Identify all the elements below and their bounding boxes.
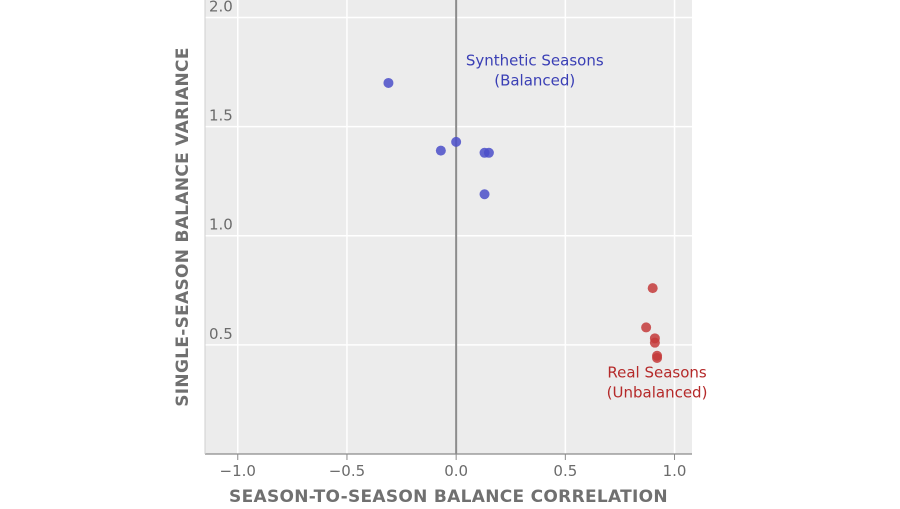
y-tick-label: 1.5 <box>209 107 233 125</box>
x-tick-label: 0.5 <box>553 462 577 480</box>
real-season-point <box>649 337 660 348</box>
plot-background <box>205 0 692 454</box>
real-season-point <box>647 283 658 294</box>
synthetic-season-point <box>435 145 446 156</box>
synthetic-season-point <box>479 189 490 200</box>
real-season-point <box>652 352 663 363</box>
y-tick-label: 0.5 <box>209 325 233 343</box>
annotations: Synthetic Seasons (Balanced) Real Seasons (… <box>466 51 708 401</box>
x-tick-label: −1.0 <box>220 462 256 480</box>
x-tick-label: 1.0 <box>663 462 687 480</box>
axes: −1.0 −0.5 0.0 0.5 1.0 0.5 1.0 1.5 2.0 <box>204 0 692 480</box>
real-season-point <box>641 322 652 333</box>
synthetic-season-point <box>483 147 494 158</box>
x-tick-label: 0.0 <box>444 462 468 480</box>
synthetic-season-point <box>451 136 462 147</box>
y-tick-label: 1.0 <box>209 216 233 234</box>
x-axis-title: SEASON-TO-SEASON BALANCE CORRELATION <box>229 487 668 507</box>
x-tick-label: −0.5 <box>329 462 365 480</box>
data-points <box>383 77 663 363</box>
annotation-line: (Unbalanced) <box>607 384 708 402</box>
y-axis-title: SINGLE-SEASON BALANCE VARIANCE <box>173 47 193 407</box>
y-tick-label: 2.0 <box>209 0 233 15</box>
annotation-line: Synthetic Seasons <box>466 51 604 69</box>
annotation-line: Real Seasons <box>607 364 707 382</box>
synthetic-season-point <box>383 77 394 88</box>
annotation-label: Synthetic Seasons (Balanced) <box>466 51 604 89</box>
annotation-line: (Balanced) <box>494 71 575 89</box>
annotation-label: Real Seasons (Unbalanced) <box>607 364 708 402</box>
